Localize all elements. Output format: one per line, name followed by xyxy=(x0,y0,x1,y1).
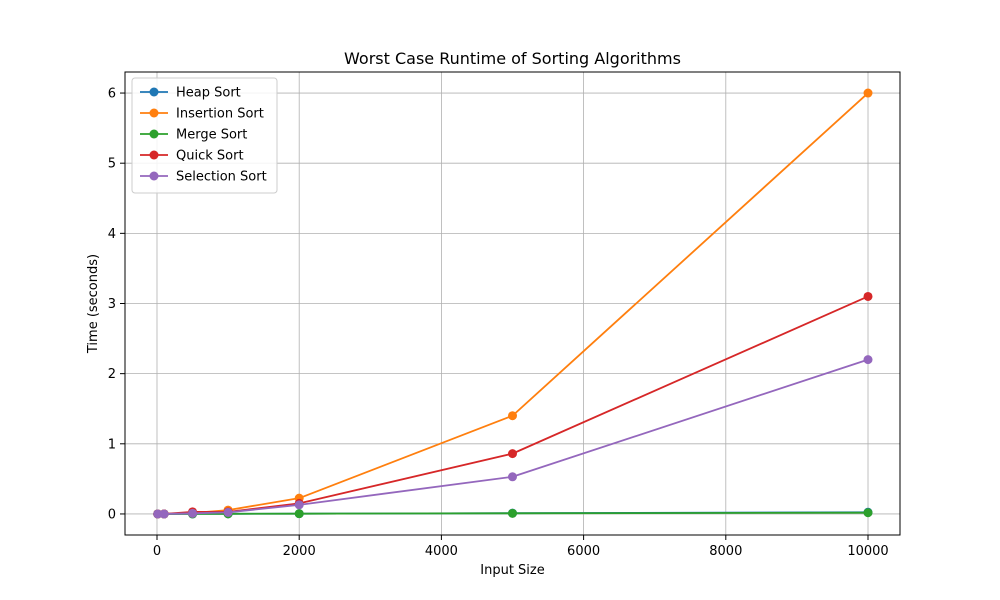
data-point-merge-sort xyxy=(863,508,873,518)
y-tick-label: 6 xyxy=(108,87,116,102)
x-tick-label: 2000 xyxy=(283,544,316,559)
data-point-selection-sort xyxy=(159,509,169,519)
chart-title: Worst Case Runtime of Sorting Algorithms xyxy=(344,49,681,68)
legend-label: Merge Sort xyxy=(176,128,247,143)
legend-item-merge-sort: Merge Sort xyxy=(140,128,247,143)
y-tick-label: 1 xyxy=(108,437,116,452)
data-point-insertion-sort xyxy=(863,88,873,98)
data-point-selection-sort xyxy=(508,472,517,482)
legend-item-quick-sort: Quick Sort xyxy=(140,149,244,164)
legend-item-insertion-sort: Insertion Sort xyxy=(140,107,264,122)
data-point-selection-sort xyxy=(188,508,198,518)
axis-ticks: 0 2000 4000 6000 8000 10000 0 1 2 3 4 5 6 xyxy=(108,87,889,559)
x-tick-label: 6000 xyxy=(567,544,600,559)
y-tick-label: 5 xyxy=(108,157,116,172)
series-layer xyxy=(153,88,873,519)
legend-label: Insertion Sort xyxy=(176,107,264,122)
legend-label: Selection Sort xyxy=(176,170,267,185)
legend-swatch-marker xyxy=(149,87,159,97)
series-selection-sort xyxy=(153,355,873,519)
legend-swatch-marker xyxy=(149,150,159,160)
y-axis-label: Time (seconds) xyxy=(86,254,101,354)
y-tick-label: 2 xyxy=(108,367,116,382)
data-point-quick-sort xyxy=(863,291,873,301)
x-tick-label: 0 xyxy=(153,544,161,559)
legend: Heap Sort Insertion Sort Merge Sort Quick S… xyxy=(131,77,278,194)
series-quick-sort xyxy=(153,291,873,519)
x-tick-label: 8000 xyxy=(709,544,742,559)
series-line-selection-sort xyxy=(157,358,869,515)
data-point-merge-sort xyxy=(508,508,517,518)
data-point-selection-sort xyxy=(153,509,163,519)
legend-label: Heap Sort xyxy=(176,86,241,101)
y-tick-label: 4 xyxy=(108,227,116,242)
legend-swatch-marker xyxy=(149,108,159,118)
legend-label: Quick Sort xyxy=(176,149,244,164)
series-line-quick-sort xyxy=(157,295,869,515)
legend-swatch-marker xyxy=(149,171,159,181)
legend-box xyxy=(131,77,278,194)
legend-item-selection-sort: Selection Sort xyxy=(140,170,267,185)
legend-item-heap-sort: Heap Sort xyxy=(140,86,241,101)
x-tick-label: 10000 xyxy=(847,544,888,559)
x-tick-label: 4000 xyxy=(425,544,458,559)
data-point-selection-sort xyxy=(223,507,233,517)
data-point-selection-sort xyxy=(863,355,873,365)
x-axis-label: Input Size xyxy=(480,563,544,578)
data-point-quick-sort xyxy=(508,449,517,459)
data-point-merge-sort xyxy=(294,509,304,519)
y-tick-label: 0 xyxy=(108,507,116,522)
y-tick-label: 3 xyxy=(108,297,116,312)
data-point-selection-sort xyxy=(294,500,304,510)
legend-swatch-marker xyxy=(149,129,159,139)
data-point-insertion-sort xyxy=(508,411,517,421)
